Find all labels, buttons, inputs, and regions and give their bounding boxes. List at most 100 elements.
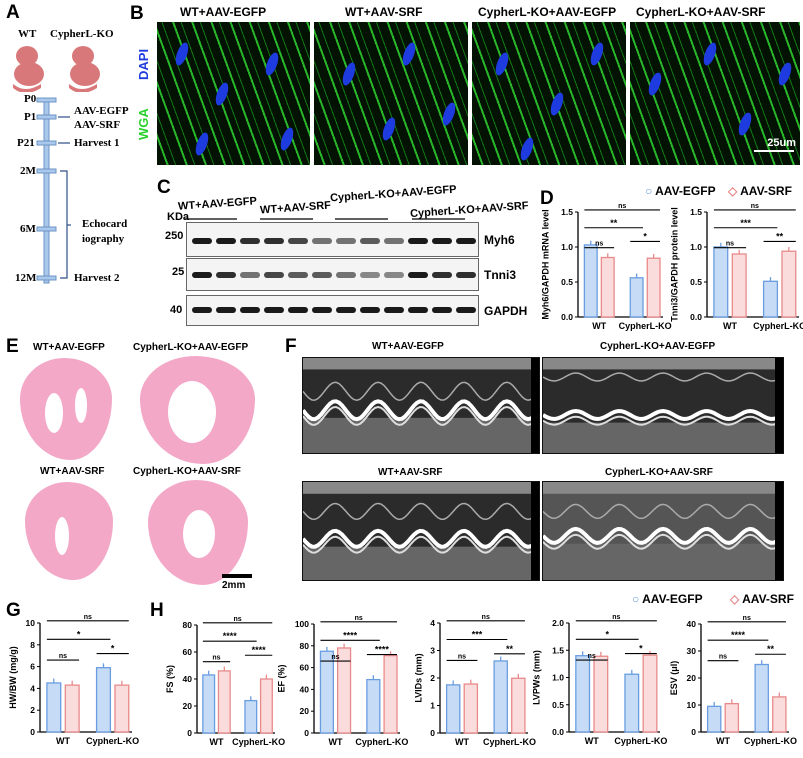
panel-label-h: H [150,600,164,621]
bar-aav-egfp-cypherl-ko [762,280,779,318]
y-tick-label: 1.5 [552,645,564,655]
y-axis-label: Myh6/GAPDH mRNA level [541,209,551,319]
significance-label: * [643,231,647,241]
y-tick-label: 2 [30,705,35,715]
panel-label-c: C [157,177,171,198]
y-axis-label: ESV (μl) [669,661,679,696]
chart-d1 [575,209,663,318]
chart-lvids [437,620,528,734]
panel-label-b: B [130,3,144,24]
blot-band [312,272,332,278]
blot-band [312,238,332,244]
blot-band [192,272,212,278]
scale-bar-label: 25um [767,137,796,149]
echo-title-2: CypherL-KO+AAV-EGFP [600,341,716,352]
echo-image-2 [542,357,784,454]
y-tick-label: 6 [30,662,35,672]
x-tick-label: CypherL-KO [355,737,408,747]
bar-aav-srf-cypherl-ko [259,678,273,734]
blot-band [240,238,260,244]
significance-label: ns [595,241,603,248]
bar-aav-egfp-cypherl-ko [244,699,258,734]
protein-gapdh: GAPDH [484,304,528,318]
significance-label: ns [618,203,626,210]
blot-band [336,238,356,244]
legend-d-egfp: ○ AAV-EGFP [645,184,716,198]
legend-d-srf: ◇ AAV-SRF [728,184,792,198]
blot-band [192,307,212,313]
bar-aav-srf-cypherl-ko [772,696,787,733]
y-tick-label: 10 [26,618,36,628]
fluorescence-image-1 [157,22,310,165]
bar-aav-srf-wt [463,683,479,734]
blot-band [456,238,476,244]
event-aav-srf: AAV-SRF [74,119,121,131]
y-tick-label: 0.5 [552,700,564,710]
heart-title-3: WT+AAV-SRF [40,466,105,477]
timepoint-12m: 12M [15,272,37,284]
blot-band [288,238,308,244]
timepoint-6m: 6M [20,223,36,235]
y-tick-label: 3 [430,646,435,656]
significance-label: ** [776,231,784,241]
heart-title-2: CypherL-KO+AAV-EGFP [133,342,249,353]
y-tick-label: 40 [300,684,310,694]
bar-aav-egfp-wt [575,655,591,733]
y-tick-label: 80 [300,641,310,651]
x-tick-label: CypherL-KO [614,736,667,746]
fluo-title-1: WT+AAV-EGFP [180,5,267,19]
echo-title-1: WT+AAV-EGFP [372,341,444,352]
y-tick-label: 0.0 [690,312,702,322]
timepoint-2m: 2M [20,165,36,177]
blot-band [384,272,404,278]
bar-aav-srf-cypherl-ko [642,654,658,733]
blot-band [240,307,260,313]
panel-label-e: E [6,336,19,357]
bar-aav-egfp-wt [583,244,598,318]
significance-label: ns [751,203,759,210]
x-tick-label: CypherL-KO [753,321,803,331]
significance-label: ns [331,654,339,661]
bar-aav-egfp-cypherl-ko [629,277,644,318]
mouse-pup-icon [13,46,44,92]
y-tick-label: 0 [691,727,696,737]
significance-label: **** [252,645,267,655]
y-tick-label: 1.5 [561,207,573,217]
y-tick-label: 100 [295,619,309,629]
bar-aav-srf-wt [64,684,80,733]
y-tick-label: 20 [687,673,697,683]
blot-band [456,272,476,278]
timepoint-p0: P0 [24,93,37,105]
legend-h-srf: ◇ AAV-SRF [730,592,794,606]
heart-section-3 [25,482,113,580]
y-axis-label: LVPWs (mm) [532,650,542,705]
significance-label: **** [223,631,238,641]
y-tick-label: 1.0 [552,673,564,683]
chart-lvpws [566,620,660,733]
heart-scale-label: 2mm [222,580,246,591]
bar-aav-egfp-wt [445,684,461,734]
blot-band [432,272,452,278]
significance-label: * [605,629,609,639]
marker-40: 40 [170,304,183,316]
fluorescence-image-3 [472,22,626,165]
y-tick-label: 0 [430,728,435,738]
panel-label-g: G [6,600,21,621]
bar-aav-srf-wt [724,703,740,733]
blot-band [288,272,308,278]
y-tick-label: 10 [687,700,697,710]
bar-aav-egfp-cypherl-ko [754,663,769,733]
chart-g [37,620,132,733]
kda-label: KDa [167,211,190,223]
x-tick-label: WT [210,737,224,747]
bar-aav-srf-cypherl-ko [383,654,398,734]
heart-scale-bar [222,574,252,578]
blot-band [408,272,428,278]
blot-band [456,307,476,313]
y-tick-label: 4 [430,618,435,628]
y-tick-label: 1.0 [690,242,702,252]
timepoint-p21: P21 [17,137,35,149]
significance-label: ns [743,615,751,622]
bar-aav-srf-wt [593,655,609,733]
event-harvest-2: Harvest 2 [74,272,120,284]
